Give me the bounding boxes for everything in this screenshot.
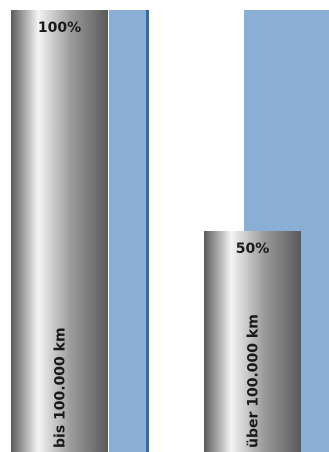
- backdrop-edge: [146, 10, 149, 452]
- bar-1: [11, 10, 108, 452]
- backdrop-panel-1: [109, 10, 149, 452]
- value-label-1: 100%: [38, 20, 81, 36]
- category-label-2: über 100.000 km: [246, 314, 262, 448]
- category-label-1: bis 100.000 km: [53, 327, 69, 448]
- value-label-2: 50%: [236, 241, 270, 257]
- bars-layer: [11, 10, 301, 452]
- bar-2: [204, 231, 301, 452]
- labels-layer: 100% bis 100.000 km 50% über 100.000 km: [38, 20, 269, 448]
